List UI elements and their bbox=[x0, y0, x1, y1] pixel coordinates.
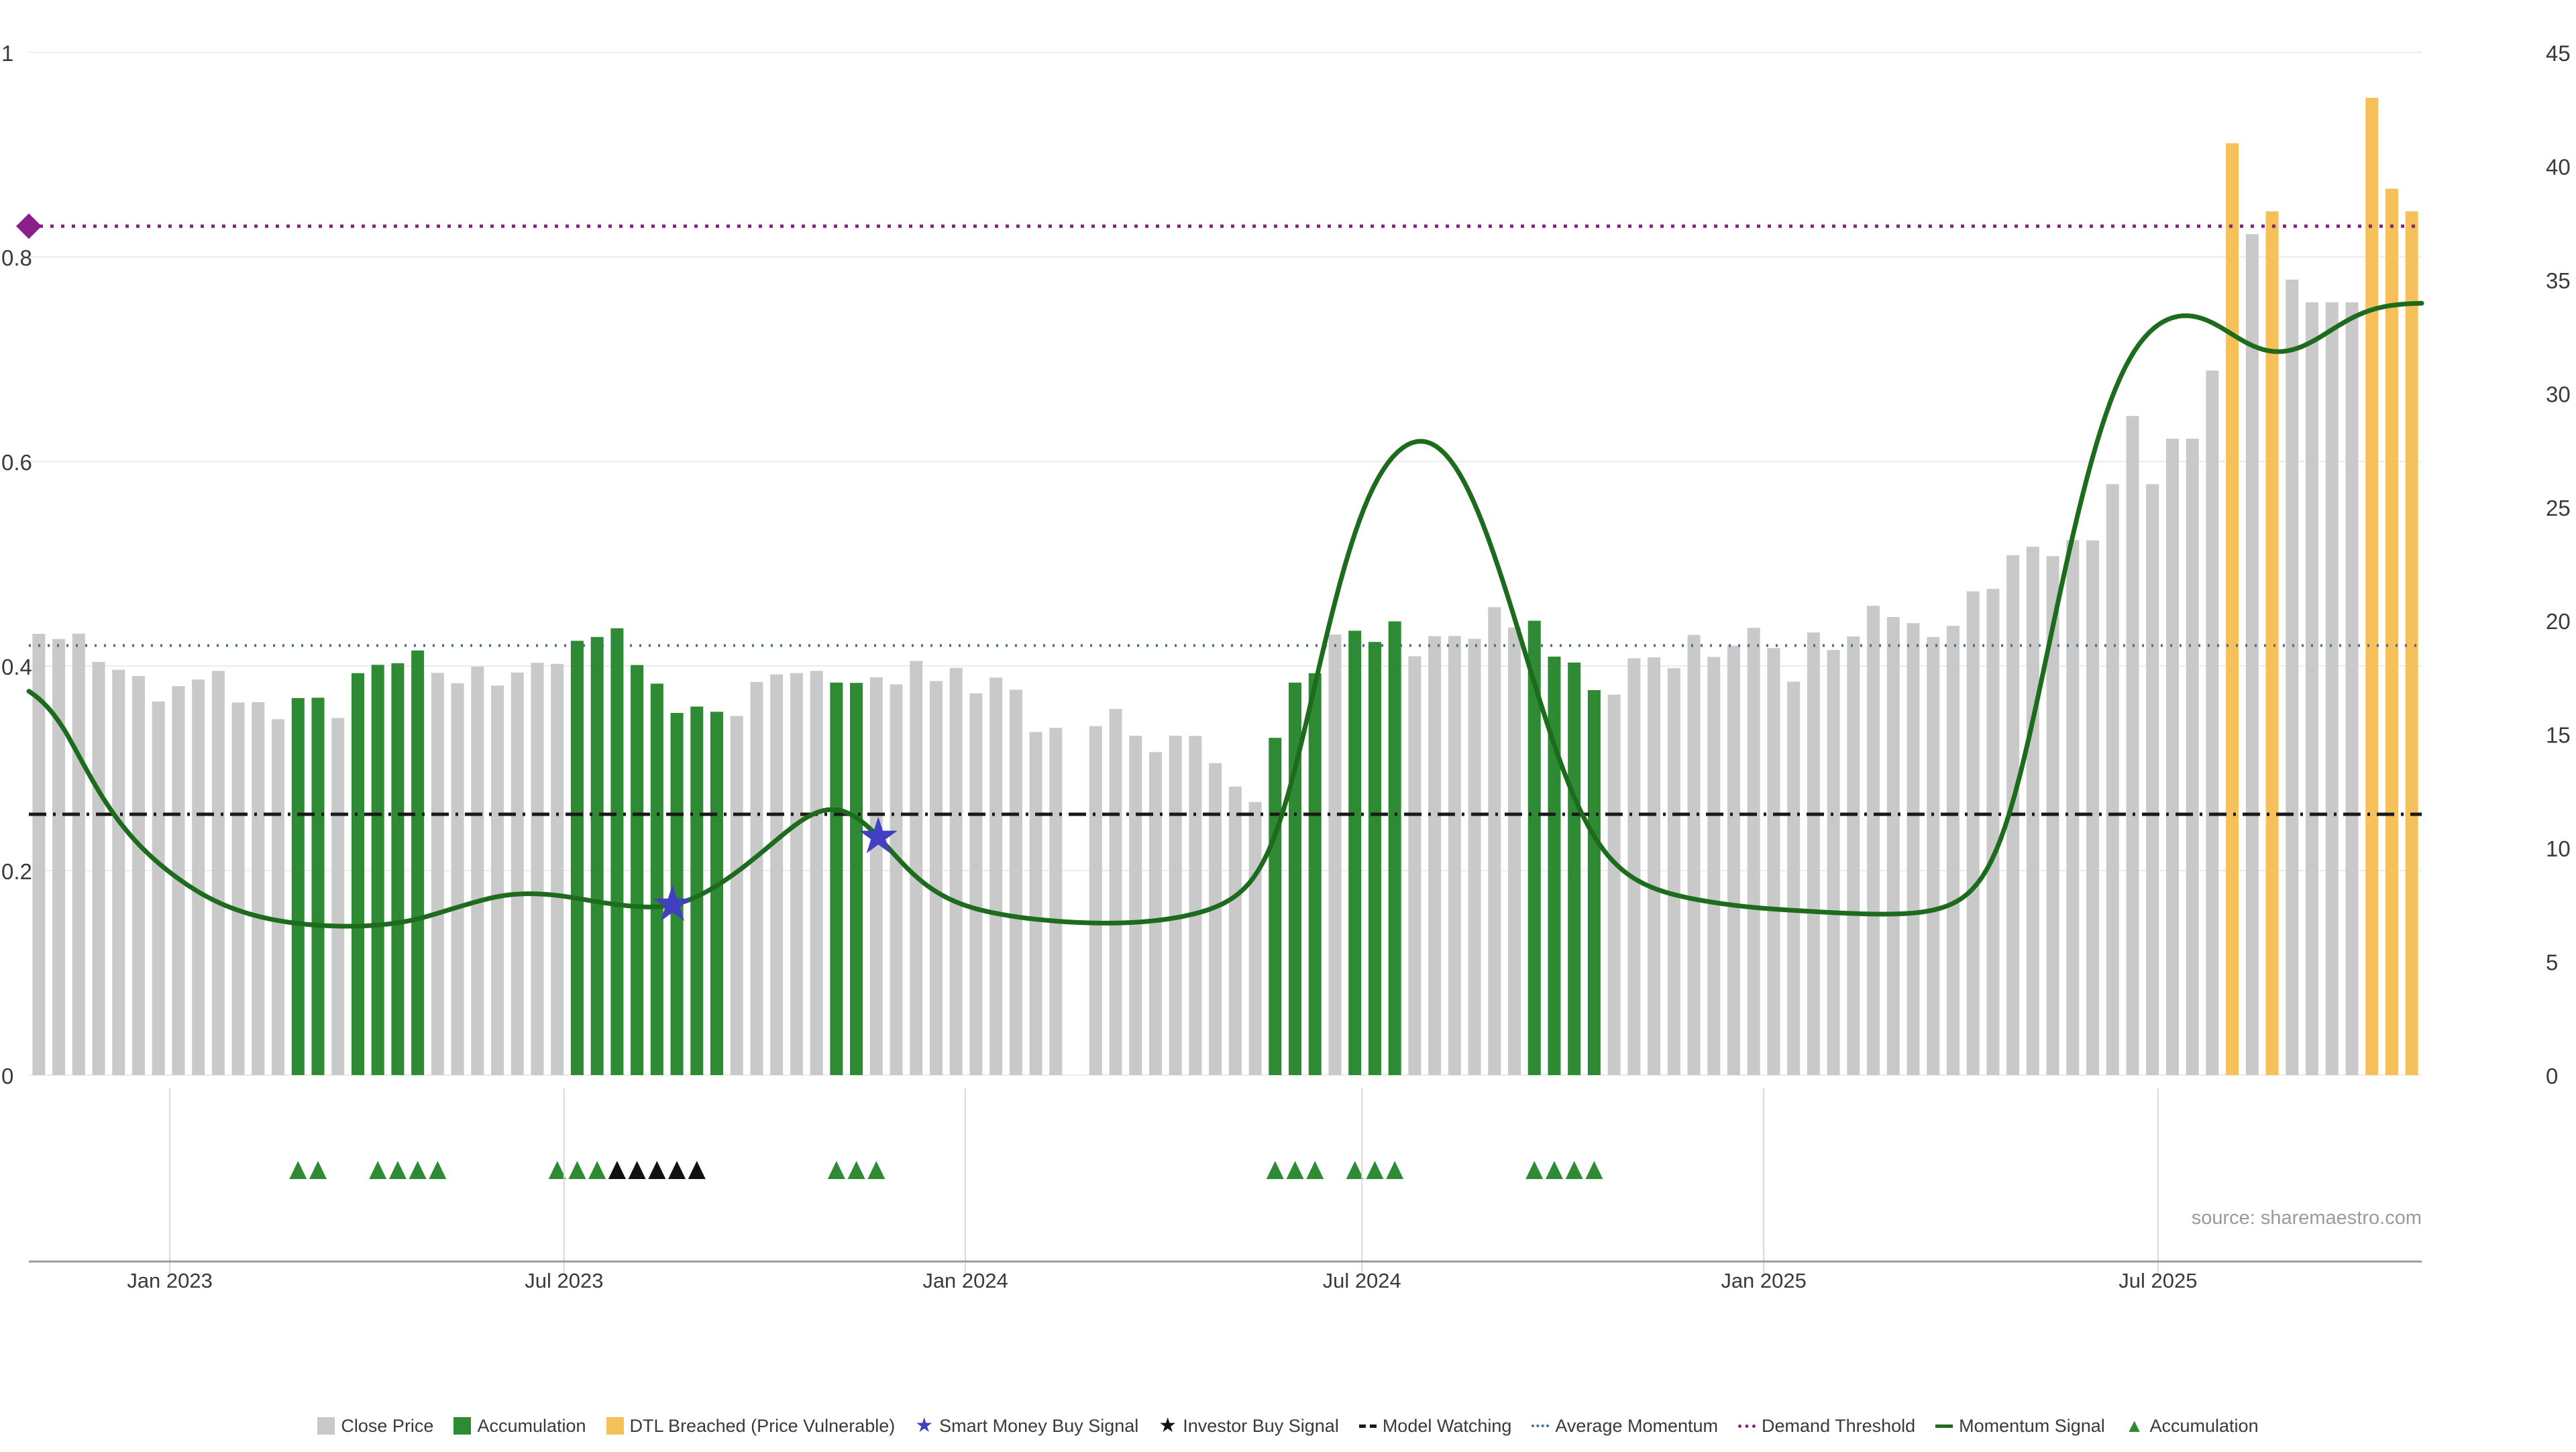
svg-text:0.2: 0.2 bbox=[1, 859, 32, 884]
svg-text:source: sharemaestro.com: source: sharemaestro.com bbox=[2192, 1207, 2422, 1229]
svg-text:10: 10 bbox=[2546, 836, 2571, 861]
svg-text:Jul 2023: Jul 2023 bbox=[525, 1269, 603, 1292]
svg-text:15: 15 bbox=[2546, 723, 2571, 748]
svg-text:45: 45 bbox=[2546, 41, 2571, 66]
svg-text:30: 30 bbox=[2546, 382, 2571, 406]
svg-text:Jul 2024: Jul 2024 bbox=[1323, 1269, 1401, 1292]
svg-text:0: 0 bbox=[2546, 1064, 2558, 1088]
svg-text:5: 5 bbox=[2546, 950, 2558, 975]
svg-text:40: 40 bbox=[2546, 154, 2571, 179]
svg-text:Jan 2023: Jan 2023 bbox=[127, 1269, 213, 1292]
svg-text:25: 25 bbox=[2546, 496, 2571, 520]
svg-text:Jul 2025: Jul 2025 bbox=[2118, 1269, 2197, 1292]
svg-text:35: 35 bbox=[2546, 268, 2571, 293]
svg-text:0.6: 0.6 bbox=[1, 450, 32, 475]
svg-text:0.8: 0.8 bbox=[1, 245, 32, 270]
svg-text:1: 1 bbox=[1, 41, 13, 66]
svg-text:0.4: 0.4 bbox=[1, 655, 32, 679]
svg-text:Jan 2024: Jan 2024 bbox=[922, 1269, 1008, 1292]
svg-text:0: 0 bbox=[1, 1064, 13, 1088]
svg-text:Jan 2025: Jan 2025 bbox=[1721, 1269, 1807, 1292]
svg-text:20: 20 bbox=[2546, 609, 2571, 634]
